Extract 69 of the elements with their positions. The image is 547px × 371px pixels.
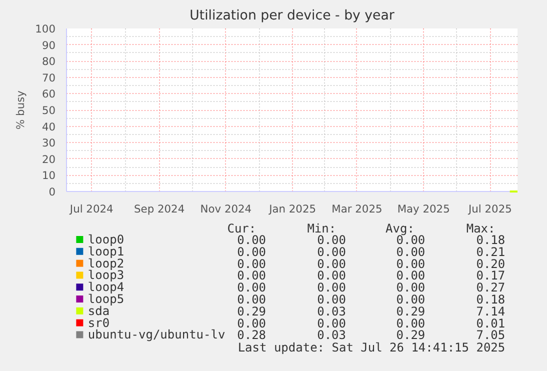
x-tick-label: Sep 2024 xyxy=(134,202,185,216)
text: 0.00 xyxy=(317,268,346,283)
text: 0.28 xyxy=(237,328,266,342)
text: 0.00 xyxy=(317,233,346,247)
text: Last update: Sat Jul 26 14:41:15 2025 xyxy=(238,340,506,354)
x-tick-label: Mar 2025 xyxy=(332,202,382,216)
y-tick-label: 50 xyxy=(42,104,56,117)
text: 0.00 xyxy=(237,292,266,306)
y-tick-label: 80 xyxy=(42,55,56,68)
y-tick-label: 0 xyxy=(48,186,56,198)
text: 7.05 xyxy=(476,328,506,342)
text: 0.29 xyxy=(237,304,266,318)
legend-label: ubuntu-vg/ubuntu-lv xyxy=(88,328,226,342)
text: 0.00 xyxy=(396,256,426,271)
text: 0.00 xyxy=(237,316,266,330)
text: 0.21 xyxy=(476,244,506,259)
legend-label: loop2 xyxy=(88,256,124,270)
text: 0.18 xyxy=(476,233,506,247)
y-axis-title: % busy xyxy=(14,90,28,130)
legend-label: loop0 xyxy=(88,232,124,246)
legend-label: loop4 xyxy=(88,280,124,294)
y-tick-label: 10 xyxy=(42,169,56,182)
y-tick-label: 90 xyxy=(42,38,56,52)
text: 0.00 xyxy=(237,233,266,247)
y-tick-label: 30 xyxy=(42,136,56,150)
y-tick-label: 60 xyxy=(42,88,56,101)
text: 0.01 xyxy=(476,316,506,330)
text: 0.00 xyxy=(317,256,346,271)
text: 0.00 xyxy=(396,316,426,330)
text: 0.20 xyxy=(476,256,506,271)
x-tick-label: May 2025 xyxy=(397,202,450,216)
legend-label: loop3 xyxy=(88,268,124,282)
text: 0.03 xyxy=(317,328,346,342)
text: 0.00 xyxy=(317,292,346,306)
legend-label: sda xyxy=(88,304,110,318)
text: 0.29 xyxy=(396,328,426,342)
text: 0.00 xyxy=(396,268,426,283)
y-tick-label: 70 xyxy=(42,71,56,84)
text: 0.00 xyxy=(396,280,426,295)
text: 0.27 xyxy=(476,280,506,295)
y-tick-label: 20 xyxy=(42,152,56,166)
text: 0.00 xyxy=(237,280,266,295)
text: 0.17 xyxy=(476,268,506,283)
legend-label: loop5 xyxy=(88,292,124,306)
y-tick-label: 100 xyxy=(35,22,56,36)
x-tick-label: Jul 2024 xyxy=(68,202,114,216)
chart-title: Utilization per device - by year xyxy=(190,8,395,24)
text: 0.00 xyxy=(317,316,346,330)
text: 0.00 xyxy=(237,256,266,271)
x-tick-label: Jul 2025 xyxy=(468,202,512,216)
text: 0.00 xyxy=(396,292,426,306)
text: 0.29 xyxy=(396,304,426,318)
text: 0.00 xyxy=(237,268,266,283)
text: 0.03 xyxy=(317,304,346,318)
text: Cur: xyxy=(227,222,256,236)
text: Avg: xyxy=(386,222,414,236)
text: 7.14 xyxy=(476,304,506,318)
legend-label: sr0 xyxy=(88,316,110,330)
x-tick-label: Jan 2025 xyxy=(268,202,316,216)
legend-label: loop1 xyxy=(88,244,124,258)
text: Min: xyxy=(307,222,336,236)
text: 0.00 xyxy=(396,244,426,259)
text: Max: xyxy=(466,222,496,236)
text: 0.00 xyxy=(237,244,266,259)
x-tick-label: Nov 2024 xyxy=(200,202,252,216)
y-tick-label: 40 xyxy=(42,120,56,134)
text: 0.18 xyxy=(476,292,506,306)
text: 0.00 xyxy=(317,280,346,295)
text: 0.00 xyxy=(317,244,346,259)
